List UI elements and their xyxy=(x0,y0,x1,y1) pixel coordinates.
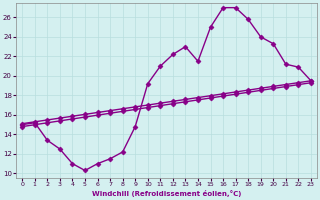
X-axis label: Windchill (Refroidissement éolien,°C): Windchill (Refroidissement éolien,°C) xyxy=(92,190,241,197)
